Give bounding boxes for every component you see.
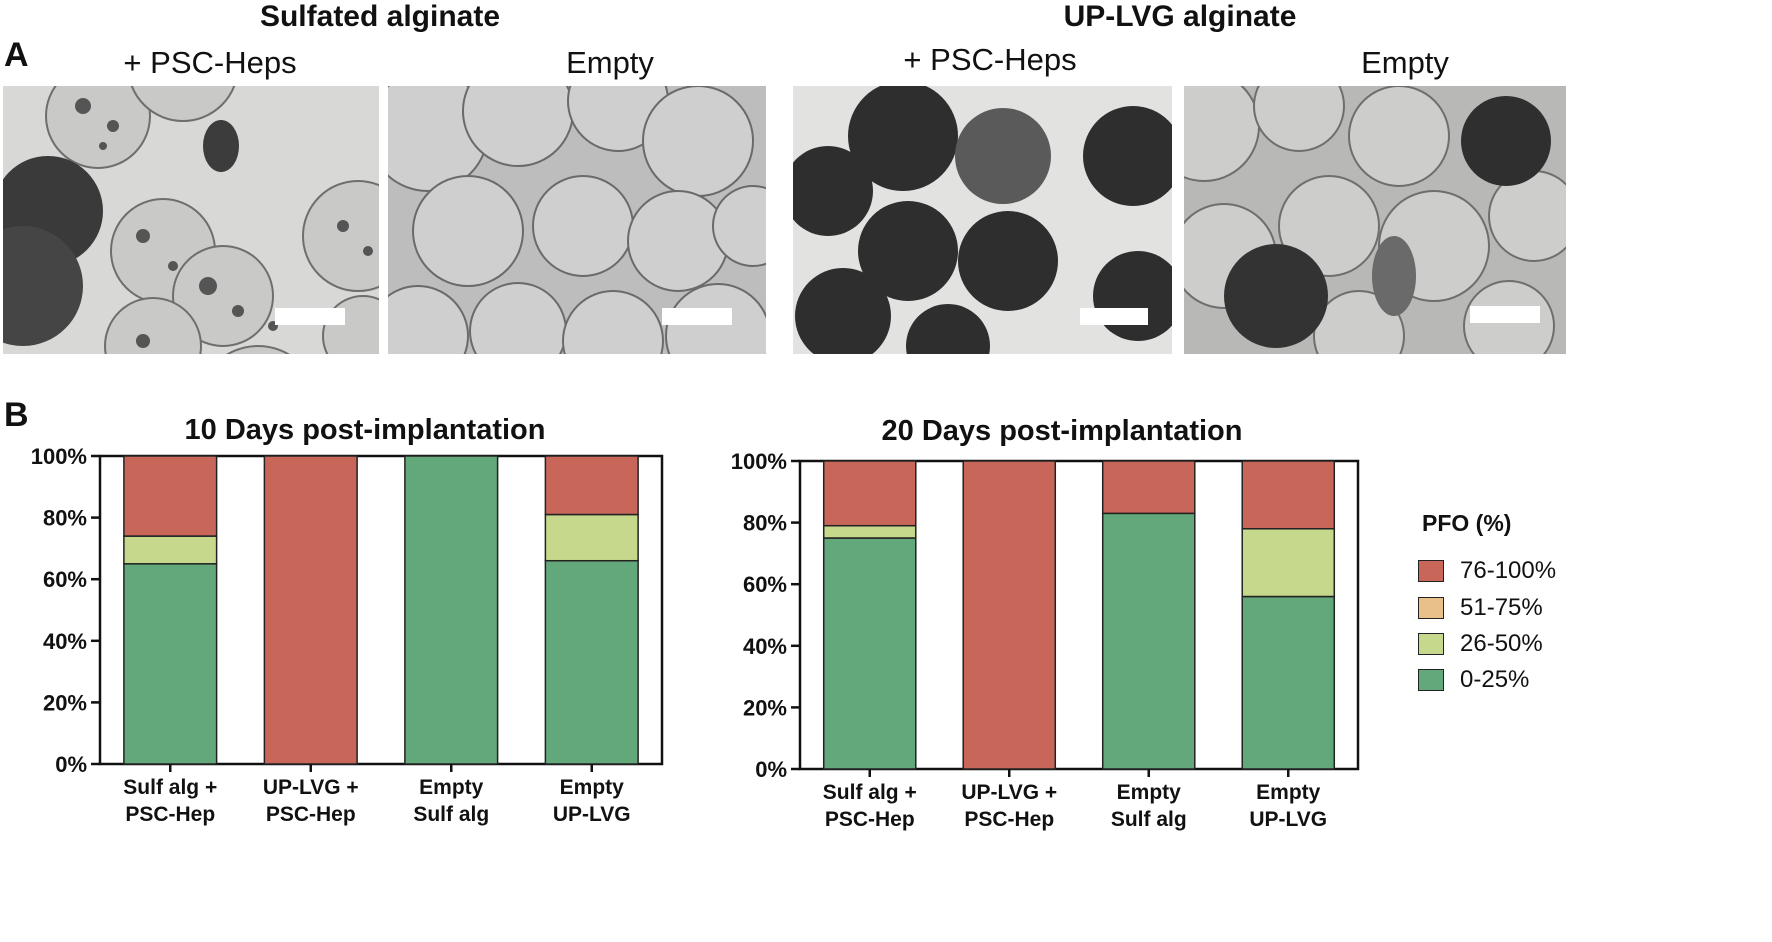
group-title-sulfated: Sulfated alginate xyxy=(259,0,501,33)
legend-swatch xyxy=(1418,669,1444,691)
legend-swatch xyxy=(1418,633,1444,655)
y-tick-label: 20% xyxy=(43,690,87,715)
legend-item: 26-50% xyxy=(1418,630,1543,658)
bar-segment xyxy=(263,455,358,765)
x-tick-label: Empty xyxy=(1256,781,1321,804)
y-tick-label: 80% xyxy=(43,506,87,531)
bar-segment xyxy=(123,563,218,765)
bar-segment xyxy=(1101,460,1196,515)
x-tick-label: Sulf alg + xyxy=(823,781,917,804)
bar-segment xyxy=(123,535,218,565)
x-tick-label: PSC-Hep xyxy=(825,808,915,831)
micrograph-uplvg-empty xyxy=(1184,86,1566,354)
y-tick-label: 100% xyxy=(731,449,787,474)
legend-swatch xyxy=(1418,597,1444,619)
x-tick-label: PSC-Hep xyxy=(125,803,215,826)
chart-10-days: 10 Days post-implantation Sulf alg + PSC-H… xyxy=(31,414,664,826)
y-tick-label: 0% xyxy=(55,752,87,777)
bar-segment xyxy=(1241,595,1336,770)
bar-segment xyxy=(822,537,917,770)
x-tick-label: PSC-Hep xyxy=(964,808,1054,831)
legend-item: 76-100% xyxy=(1418,557,1556,585)
bar-segment xyxy=(544,455,639,516)
x-tick-label: UP-LVG xyxy=(1249,808,1327,831)
legend-item: 51-75% xyxy=(1418,594,1543,622)
x-tick-label: Empty xyxy=(1117,781,1182,804)
y-tick-label: 40% xyxy=(43,629,87,654)
y-tick-label: 40% xyxy=(743,634,787,659)
legend-swatch xyxy=(1418,560,1444,582)
bar-segment xyxy=(822,460,917,527)
bar-segment xyxy=(123,455,218,537)
scale-bar xyxy=(662,308,732,325)
y-tick-label: 20% xyxy=(743,695,787,720)
chart-title: 10 Days post-implantation xyxy=(185,414,546,446)
chart-20-days: 20 Days post-implantation Sulf alg + PSC-H… xyxy=(731,415,1360,831)
subtitle-sulf-empty: Empty xyxy=(566,45,654,80)
x-tick-label: UP-LVG xyxy=(553,803,631,826)
bar-segment xyxy=(1101,512,1196,770)
group-title-uplvg: UP-LVG alginate xyxy=(1063,0,1297,33)
subtitle-uplvg-psc: + PSC-Heps xyxy=(903,42,1077,77)
micrograph-uplvg-psc xyxy=(793,86,1172,354)
x-tick-label: Sulf alg + xyxy=(123,776,217,799)
x-tick-label: Sulf alg xyxy=(1111,808,1187,831)
bar-segment xyxy=(1241,528,1336,598)
legend-label: 0-25% xyxy=(1460,666,1530,693)
y-tick-label: 60% xyxy=(743,572,787,597)
panel-b-letter: B xyxy=(4,396,29,434)
y-tick-label: 100% xyxy=(31,444,87,469)
y-tick-label: 0% xyxy=(755,757,787,782)
legend-label: 26-50% xyxy=(1460,630,1543,657)
x-tick-label: Sulf alg xyxy=(413,803,489,826)
legend-label: 51-75% xyxy=(1460,594,1543,621)
x-tick-label: Empty xyxy=(419,776,484,799)
subtitle-uplvg-empty: Empty xyxy=(1361,45,1449,80)
x-tick-label: UP-LVG + xyxy=(263,776,359,799)
micrograph-sulf-empty xyxy=(388,86,766,354)
legend-label: 76-100% xyxy=(1460,557,1557,584)
y-tick-label: 80% xyxy=(743,511,787,536)
bar-segment xyxy=(404,455,499,765)
bar-segment xyxy=(1241,460,1336,530)
scale-bar xyxy=(275,308,345,325)
legend-title: PFO (%) xyxy=(1422,510,1512,536)
micrograph-sulf-psc xyxy=(3,86,379,354)
x-tick-label: Empty xyxy=(560,776,625,799)
legend-item: 0-25% xyxy=(1418,666,1529,694)
panel-a-letter: A xyxy=(4,36,29,74)
bar-segment xyxy=(544,559,639,765)
x-tick-label: PSC-Hep xyxy=(266,803,356,826)
scale-bar xyxy=(1470,306,1540,323)
bar-segment xyxy=(822,524,917,539)
chart-title: 20 Days post-implantation xyxy=(882,415,1243,447)
bar-segment xyxy=(962,460,1057,770)
x-tick-label: UP-LVG + xyxy=(961,781,1057,804)
bar-segment xyxy=(544,513,639,562)
y-tick-label: 60% xyxy=(43,567,87,592)
scale-bar xyxy=(1080,308,1148,325)
subtitle-sulf-psc: + PSC-Heps xyxy=(123,45,297,80)
